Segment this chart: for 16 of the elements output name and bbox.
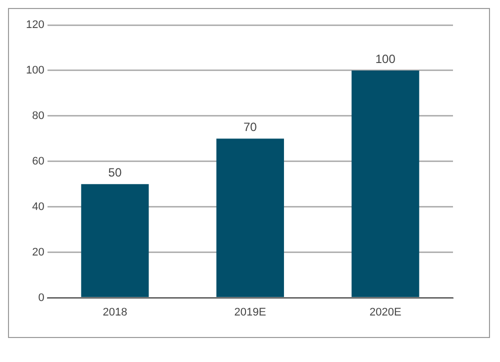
x-tick-label: 2019E	[234, 306, 266, 318]
y-tick-label: 80	[32, 110, 44, 122]
y-tick-label: 40	[32, 200, 44, 213]
bar	[352, 70, 420, 298]
data-label: 100	[375, 52, 396, 66]
y-tick-label: 120	[26, 19, 44, 32]
y-tick-label: 0	[38, 292, 44, 304]
y-tick-label: 20	[32, 246, 44, 258]
y-tick-label: 60	[32, 155, 44, 168]
y-tick-label: 100	[26, 64, 44, 76]
data-label: 50	[108, 165, 122, 180]
bar	[81, 184, 149, 298]
x-tick-label: 2018	[102, 306, 128, 318]
bar	[216, 138, 284, 298]
x-tick-label: 2020E	[369, 306, 402, 318]
data-label: 70	[243, 120, 258, 134]
